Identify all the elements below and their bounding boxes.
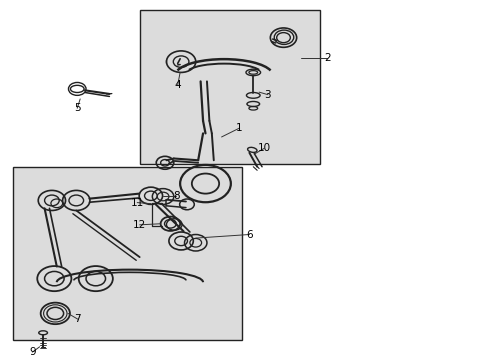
Text: 8: 8: [173, 191, 179, 201]
Text: 9: 9: [29, 347, 36, 357]
Text: 12: 12: [133, 220, 146, 230]
Text: 11: 11: [130, 198, 143, 208]
Text: 6: 6: [245, 230, 252, 239]
Text: 5: 5: [74, 103, 81, 113]
Text: 4: 4: [174, 80, 181, 90]
Text: 1: 1: [236, 123, 243, 133]
Text: 2: 2: [324, 53, 330, 63]
Text: 7: 7: [74, 314, 81, 324]
Text: 3: 3: [264, 90, 271, 100]
Bar: [13, 167, 242, 339]
Text: 10: 10: [257, 143, 270, 153]
Bar: [140, 10, 320, 164]
